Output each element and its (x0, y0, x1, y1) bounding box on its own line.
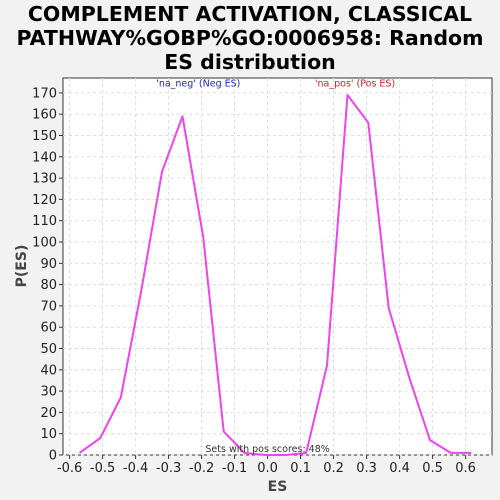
y-tick-label: 20 (40, 406, 57, 421)
x-tick-label: 0.5 (422, 461, 443, 476)
y-tick-label: 90 (40, 257, 57, 272)
y-axis-ticks: 0 10 20 30 40 50 60 70 80 90 100 110 120 130 140 150 160… (32, 86, 63, 464)
y-tick-label: 60 (40, 321, 57, 336)
x-tick-label: -0.4 (123, 461, 148, 476)
x-tick-label: 0.3 (356, 461, 377, 476)
chart-title-line-2: PATHWAY%GOBP%GO:0006958: Random (16, 26, 484, 50)
plot-area (62, 77, 493, 456)
y-tick-label: 130 (32, 172, 57, 187)
y-tick-label: 170 (32, 86, 57, 101)
annotation-label: 'na_pos' (Pos ES) (315, 79, 395, 90)
y-tick-label: 150 (32, 129, 57, 144)
annotations: 'na_neg' (Neg ES) 'na_pos' (Pos ES) Sets w… (156, 79, 395, 455)
y-tick-label: 160 (32, 108, 57, 123)
x-tick-label: 0.1 (290, 461, 311, 476)
y-tick-label: 120 (32, 193, 57, 208)
x-tick-label: 0.6 (455, 461, 476, 476)
y-tick-label: 30 (40, 385, 57, 400)
x-axis-label: ES (268, 479, 288, 495)
y-tick-label: 40 (40, 363, 57, 378)
y-tick-label: 0 (49, 449, 57, 464)
y-tick-label: 70 (40, 299, 57, 314)
x-tick-label: -0.6 (57, 461, 82, 476)
x-tick-label: -0.1 (222, 461, 247, 476)
x-tick-label: -0.5 (90, 461, 115, 476)
x-tick-label: -0.2 (189, 461, 214, 476)
y-tick-label: 80 (40, 278, 57, 293)
x-tick-label: 0.4 (389, 461, 410, 476)
chart-title: COMPLEMENT ACTIVATION, CLASSICAL PATHWAY… (0, 2, 500, 74)
x-tick-label: -0.3 (156, 461, 181, 476)
annotation-label: 'na_neg' (Neg ES) (156, 79, 240, 90)
chart-title-line-1: COMPLEMENT ACTIVATION, CLASSICAL (27, 2, 473, 26)
x-tick-label: 0.2 (323, 461, 344, 476)
annotation-label: Sets with pos scores: 48% (205, 444, 329, 455)
y-tick-label: 110 (32, 214, 57, 229)
y-tick-label: 100 (32, 236, 57, 251)
y-axis-label: P(ES) (14, 245, 30, 288)
x-axis-ticks: -0.6 -0.5 -0.4 -0.3 -0.2 -0.1 0.0 0.1 0.2 0.3 0.4 0… (57, 455, 476, 476)
y-tick-label: 50 (40, 342, 57, 357)
series-line (78, 94, 472, 456)
x-tick-label: 0.0 (257, 461, 278, 476)
y-tick-label: 140 (32, 150, 57, 165)
chart-title-line-3: ES distribution (164, 50, 336, 74)
y-tick-label: 10 (40, 427, 57, 442)
